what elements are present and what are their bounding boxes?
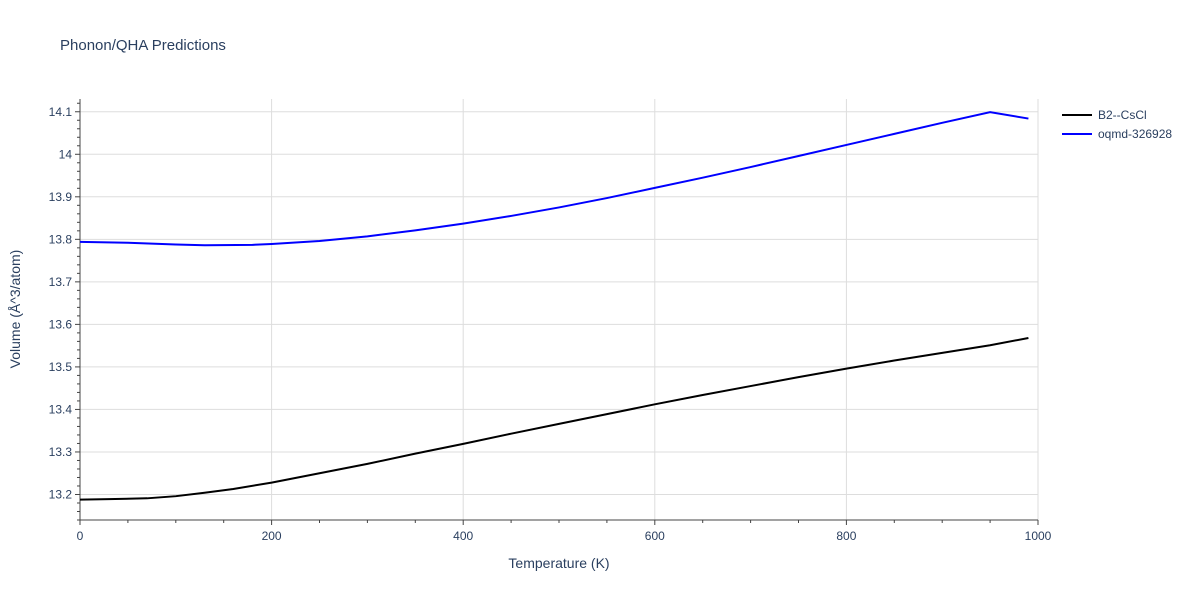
x-tick-label: 0: [77, 529, 84, 543]
series-line-1: [79, 111, 1029, 247]
y-tick-label: 13.8: [49, 232, 73, 246]
plot-area: [79, 111, 1029, 501]
series-line-0: [79, 337, 1029, 501]
x-axis-title: Temperature (K): [508, 555, 609, 571]
y-axis-title: Volume (Å^3/atom): [7, 250, 23, 369]
y-tick-label: 14: [59, 147, 73, 161]
y-tick-label: 13.5: [49, 360, 73, 374]
legend-label[interactable]: B2--CsCl: [1098, 108, 1147, 122]
x-tick-label: 800: [836, 529, 856, 543]
x-tick-label: 1000: [1025, 529, 1052, 543]
y-tick-label: 13.7: [49, 275, 73, 289]
axes: 0 200 400 600 800 1000 13.2 13.3 13.4 13.5 13.6 13.…: [49, 99, 1052, 543]
y-tick-label: 13.3: [49, 445, 73, 459]
chart-title: Phonon/QHA Predictions: [60, 37, 226, 54]
y-tick-label: 13.6: [49, 317, 73, 331]
y-tick-label: 13.2: [49, 487, 73, 501]
x-tick-label: 600: [645, 529, 665, 543]
x-tick-label: 400: [453, 529, 473, 543]
legend[interactable]: B2--CsCl oqmd-326928: [1062, 108, 1172, 141]
y-tick-label: 14.1: [49, 105, 73, 119]
legend-label[interactable]: oqmd-326928: [1098, 127, 1172, 141]
grid: [80, 99, 1039, 520]
y-tick-label: 13.9: [49, 190, 73, 204]
y-tick-label: 13.4: [49, 402, 73, 416]
x-tick-label: 200: [262, 529, 282, 543]
